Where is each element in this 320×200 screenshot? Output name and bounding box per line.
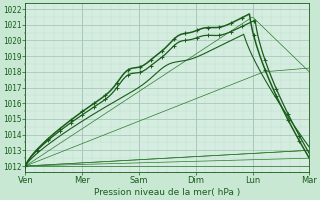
X-axis label: Pression niveau de la mer( hPa ): Pression niveau de la mer( hPa ) bbox=[94, 188, 241, 197]
